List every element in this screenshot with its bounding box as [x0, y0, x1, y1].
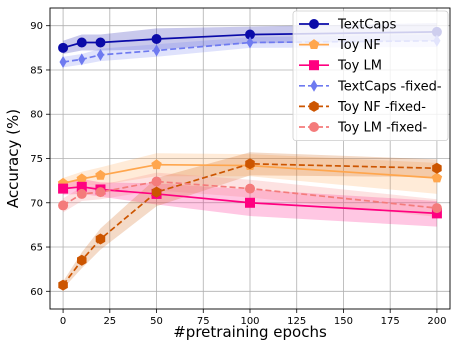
textcaps-legend-label: TextCaps — [337, 18, 397, 33]
chart-legend: TextCaps Toy NF Toy LM TextCaps -fixed- Toy … — [292, 10, 449, 142]
toy-lm-point — [76, 181, 87, 192]
toy-lm-fixed-point — [151, 176, 162, 187]
toy-nf-legend-label: Toy NF — [337, 38, 381, 53]
toy-nf-fixed-point — [58, 279, 68, 291]
textcaps-fixed-legend-marker — [310, 79, 318, 92]
y-tick-label: 70 — [30, 198, 43, 209]
textcaps-fixed-point — [246, 36, 254, 49]
series-markers — [57, 26, 443, 291]
textcaps-fixed-point — [78, 53, 86, 66]
x-tick-label: 125 — [287, 316, 306, 327]
y-tick-label: 90 — [30, 21, 43, 32]
toy-nf-fixed-point — [151, 186, 162, 198]
x-tick-label: 175 — [381, 316, 400, 327]
toy-lm-point — [431, 208, 442, 219]
textcaps-fixed-point — [59, 56, 67, 69]
toy-nf-fixed-legend-label: Toy NF -fixed- — [337, 100, 426, 115]
toy-nf-fixed-point — [95, 233, 106, 245]
toy-lm-point — [58, 183, 69, 194]
textcaps-point — [151, 33, 162, 44]
toy-lm-point — [245, 197, 255, 208]
x-tick-label: 75 — [197, 316, 210, 327]
toy-nf-point — [76, 173, 88, 184]
y-tick-label: 60 — [30, 287, 43, 298]
toy-lm-fixed-point — [58, 200, 69, 211]
x-tick-label: 150 — [334, 316, 353, 327]
textcaps-point — [245, 29, 255, 40]
toy-nf-point — [431, 172, 443, 183]
textcaps-fixed-legend-label: TextCaps -fixed- — [337, 79, 442, 94]
textcaps-legend-marker — [309, 19, 319, 29]
axis-ticks: 0 25 50 75 100 125 150 175 200 60 65 70 75 80 85 90 — [30, 21, 446, 327]
toy-lm-legend-label: Toy LM — [337, 59, 382, 74]
textcaps-point — [58, 42, 69, 53]
toy-nf-fixed-line — [62, 162, 437, 286]
toy-lm-fixed-point — [245, 183, 255, 194]
toy-nf-fixed-point — [77, 254, 87, 266]
y-tick-label: 65 — [30, 243, 43, 254]
x-tick-label: 0 — [60, 316, 66, 327]
textcaps-fixed-line — [62, 39, 437, 63]
toy-nf-legend-marker — [308, 39, 320, 50]
legend-frame — [292, 10, 449, 142]
y-tick-label: 75 — [30, 154, 43, 165]
x-tick-label: 25 — [103, 316, 116, 327]
toy-lm-fixed-point — [431, 203, 442, 214]
x-tick-label: 50 — [150, 316, 163, 327]
y-tick-label: 80 — [30, 110, 43, 121]
textcaps-fixed-point — [152, 44, 161, 57]
toy-lm-fixed-legend-label: Toy LM -fixed- — [337, 121, 428, 136]
x-tick-label: 100 — [240, 316, 259, 327]
x-tick-label: 200 — [427, 316, 446, 327]
toy-nf-fixed-legend-marker — [309, 100, 319, 112]
toy-nf-point — [95, 169, 106, 180]
y-tick-label: 85 — [30, 65, 43, 76]
toy-nf-fixed-point — [432, 162, 442, 174]
y-axis-label: Accuracy (%) — [4, 109, 22, 208]
toy-lm-fixed-point — [95, 187, 106, 198]
textcaps-fixed-point — [96, 48, 105, 61]
toy-nf-fixed-point — [245, 158, 255, 170]
toy-lm-fixed-legend-marker — [309, 122, 319, 132]
x-axis-label: #pretraining epochs — [173, 323, 327, 341]
toy-nf-point — [151, 159, 162, 170]
toy-lm-legend-marker — [309, 60, 319, 71]
toy-lm-fixed-point — [76, 188, 87, 199]
textcaps-point — [95, 37, 106, 48]
textcaps-point — [76, 37, 87, 48]
